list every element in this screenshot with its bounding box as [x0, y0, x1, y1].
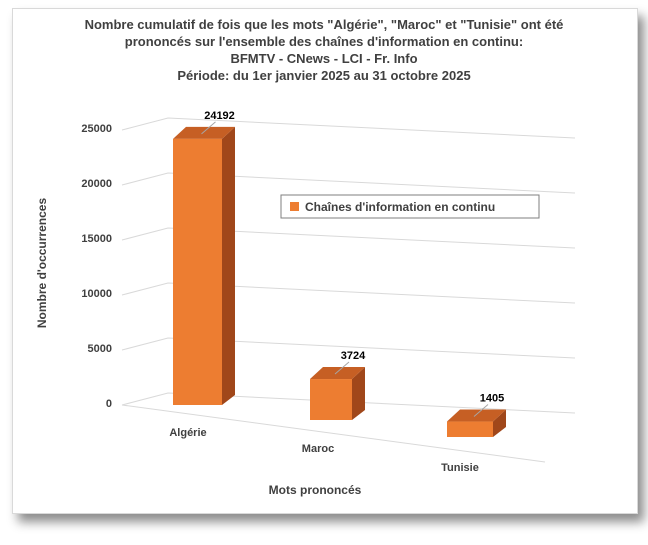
bars: 24192 3724 1405 [173, 110, 506, 437]
gridline [121, 282, 576, 304]
chart-title: Nombre cumulatif de fois que les mots "A… [85, 17, 564, 83]
title-line: prononcés sur l'ensemble des chaînes d'i… [125, 34, 523, 49]
data-label: 24192 [204, 110, 235, 122]
gridline [121, 392, 576, 414]
y-tick-label: 15000 [81, 233, 112, 245]
category-labels: Algérie Maroc Tunisie [169, 427, 479, 474]
y-tick-label: 0 [106, 398, 112, 410]
title-line: BFMTV - CNews - LCI - Fr. Info [230, 51, 417, 66]
legend-box [280, 194, 540, 219]
category-label: Tunisie [441, 462, 479, 474]
bar-side [493, 409, 506, 437]
y-axis-title: Nombre d'occurrences [35, 198, 49, 329]
gridlines [121, 117, 576, 463]
y-tick-label: 25000 [81, 123, 112, 135]
y-tick-label: 20000 [81, 178, 112, 190]
gridline [121, 172, 576, 194]
leader-line [473, 404, 489, 417]
legend-label: Chaînes d'information en continu [305, 200, 495, 214]
category-label: Algérie [169, 427, 206, 439]
bar-top [173, 126, 235, 139]
chart-card [12, 8, 638, 514]
bar [173, 138, 222, 405]
floor-edge [121, 404, 546, 463]
gridline [121, 117, 576, 139]
legend-swatch [290, 202, 299, 211]
category-label: Maroc [302, 443, 334, 455]
gridline [121, 337, 576, 359]
title-line: Nombre cumulatif de fois que les mots "A… [85, 17, 564, 32]
bar-side [222, 126, 235, 405]
bar [447, 421, 493, 437]
bar-top [310, 367, 365, 380]
y-tick-label: 5000 [88, 343, 112, 355]
bar [310, 379, 352, 420]
gridline [121, 227, 576, 249]
bar-top [447, 409, 506, 422]
x-axis-title: Mots prononcés [269, 483, 362, 497]
legend: Chaînes d'information en continu [280, 194, 540, 219]
data-label: 1405 [480, 393, 504, 405]
data-label: 3724 [341, 350, 366, 362]
leader-line [334, 361, 350, 375]
y-tick-label: 10000 [81, 288, 112, 300]
title-line: Période: du 1er janvier 2025 au 31 octob… [177, 68, 470, 83]
leader-line [201, 121, 216, 135]
bar-side [352, 367, 365, 420]
y-tick-labels: 0 5000 10000 15000 20000 25000 [81, 123, 112, 410]
